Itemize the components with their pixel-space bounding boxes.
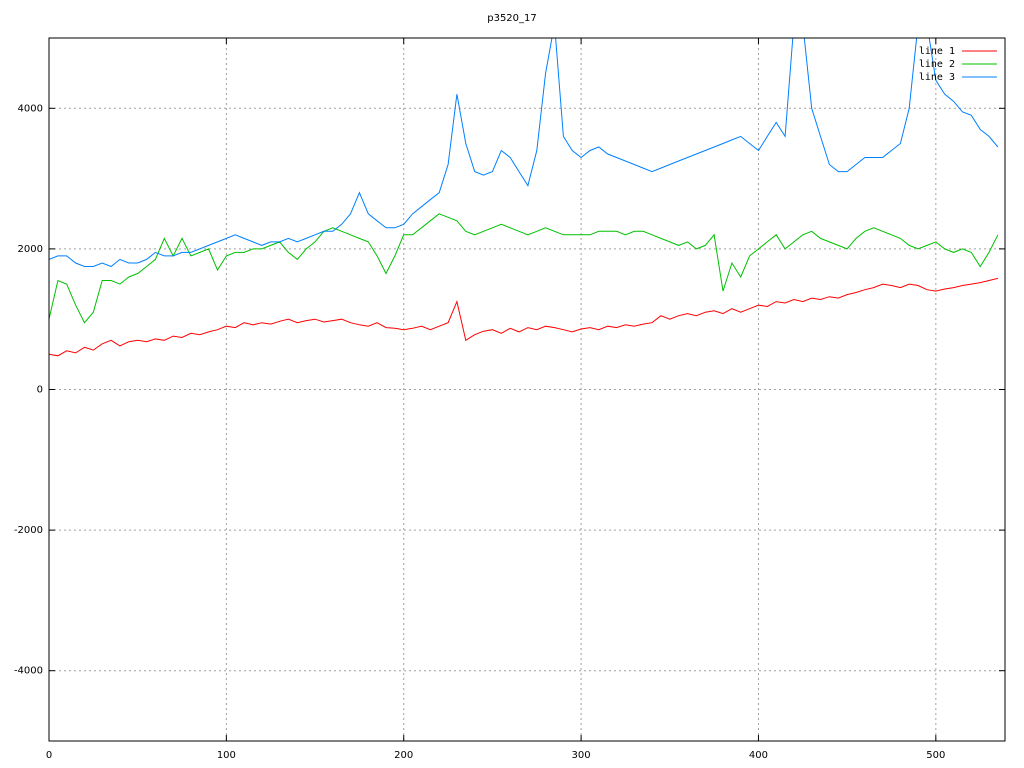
y-tick-label: 4000: [18, 103, 43, 114]
x-tick-label: 0: [46, 750, 52, 761]
series-line: [49, 213, 999, 324]
x-tick-label: 400: [749, 750, 768, 761]
x-tick-label: 100: [217, 750, 236, 761]
series-line: [49, 277, 999, 357]
x-tick-label: 500: [926, 750, 945, 761]
chart-title: p3520_17: [487, 13, 537, 24]
y-tick-label: -2000: [14, 525, 43, 536]
y-tick-label: 0: [37, 385, 43, 396]
plot-border: [48, 37, 1006, 742]
x-tick-label: 200: [394, 750, 413, 761]
y-tick-label: 2000: [18, 244, 43, 255]
legend-label: line 3: [919, 72, 955, 83]
legend-label: line 1: [919, 46, 955, 57]
y-tick-label: -4000: [14, 666, 43, 677]
legend-label: line 2: [919, 59, 955, 70]
series-line: [49, 38, 999, 268]
x-tick-label: 300: [572, 750, 591, 761]
